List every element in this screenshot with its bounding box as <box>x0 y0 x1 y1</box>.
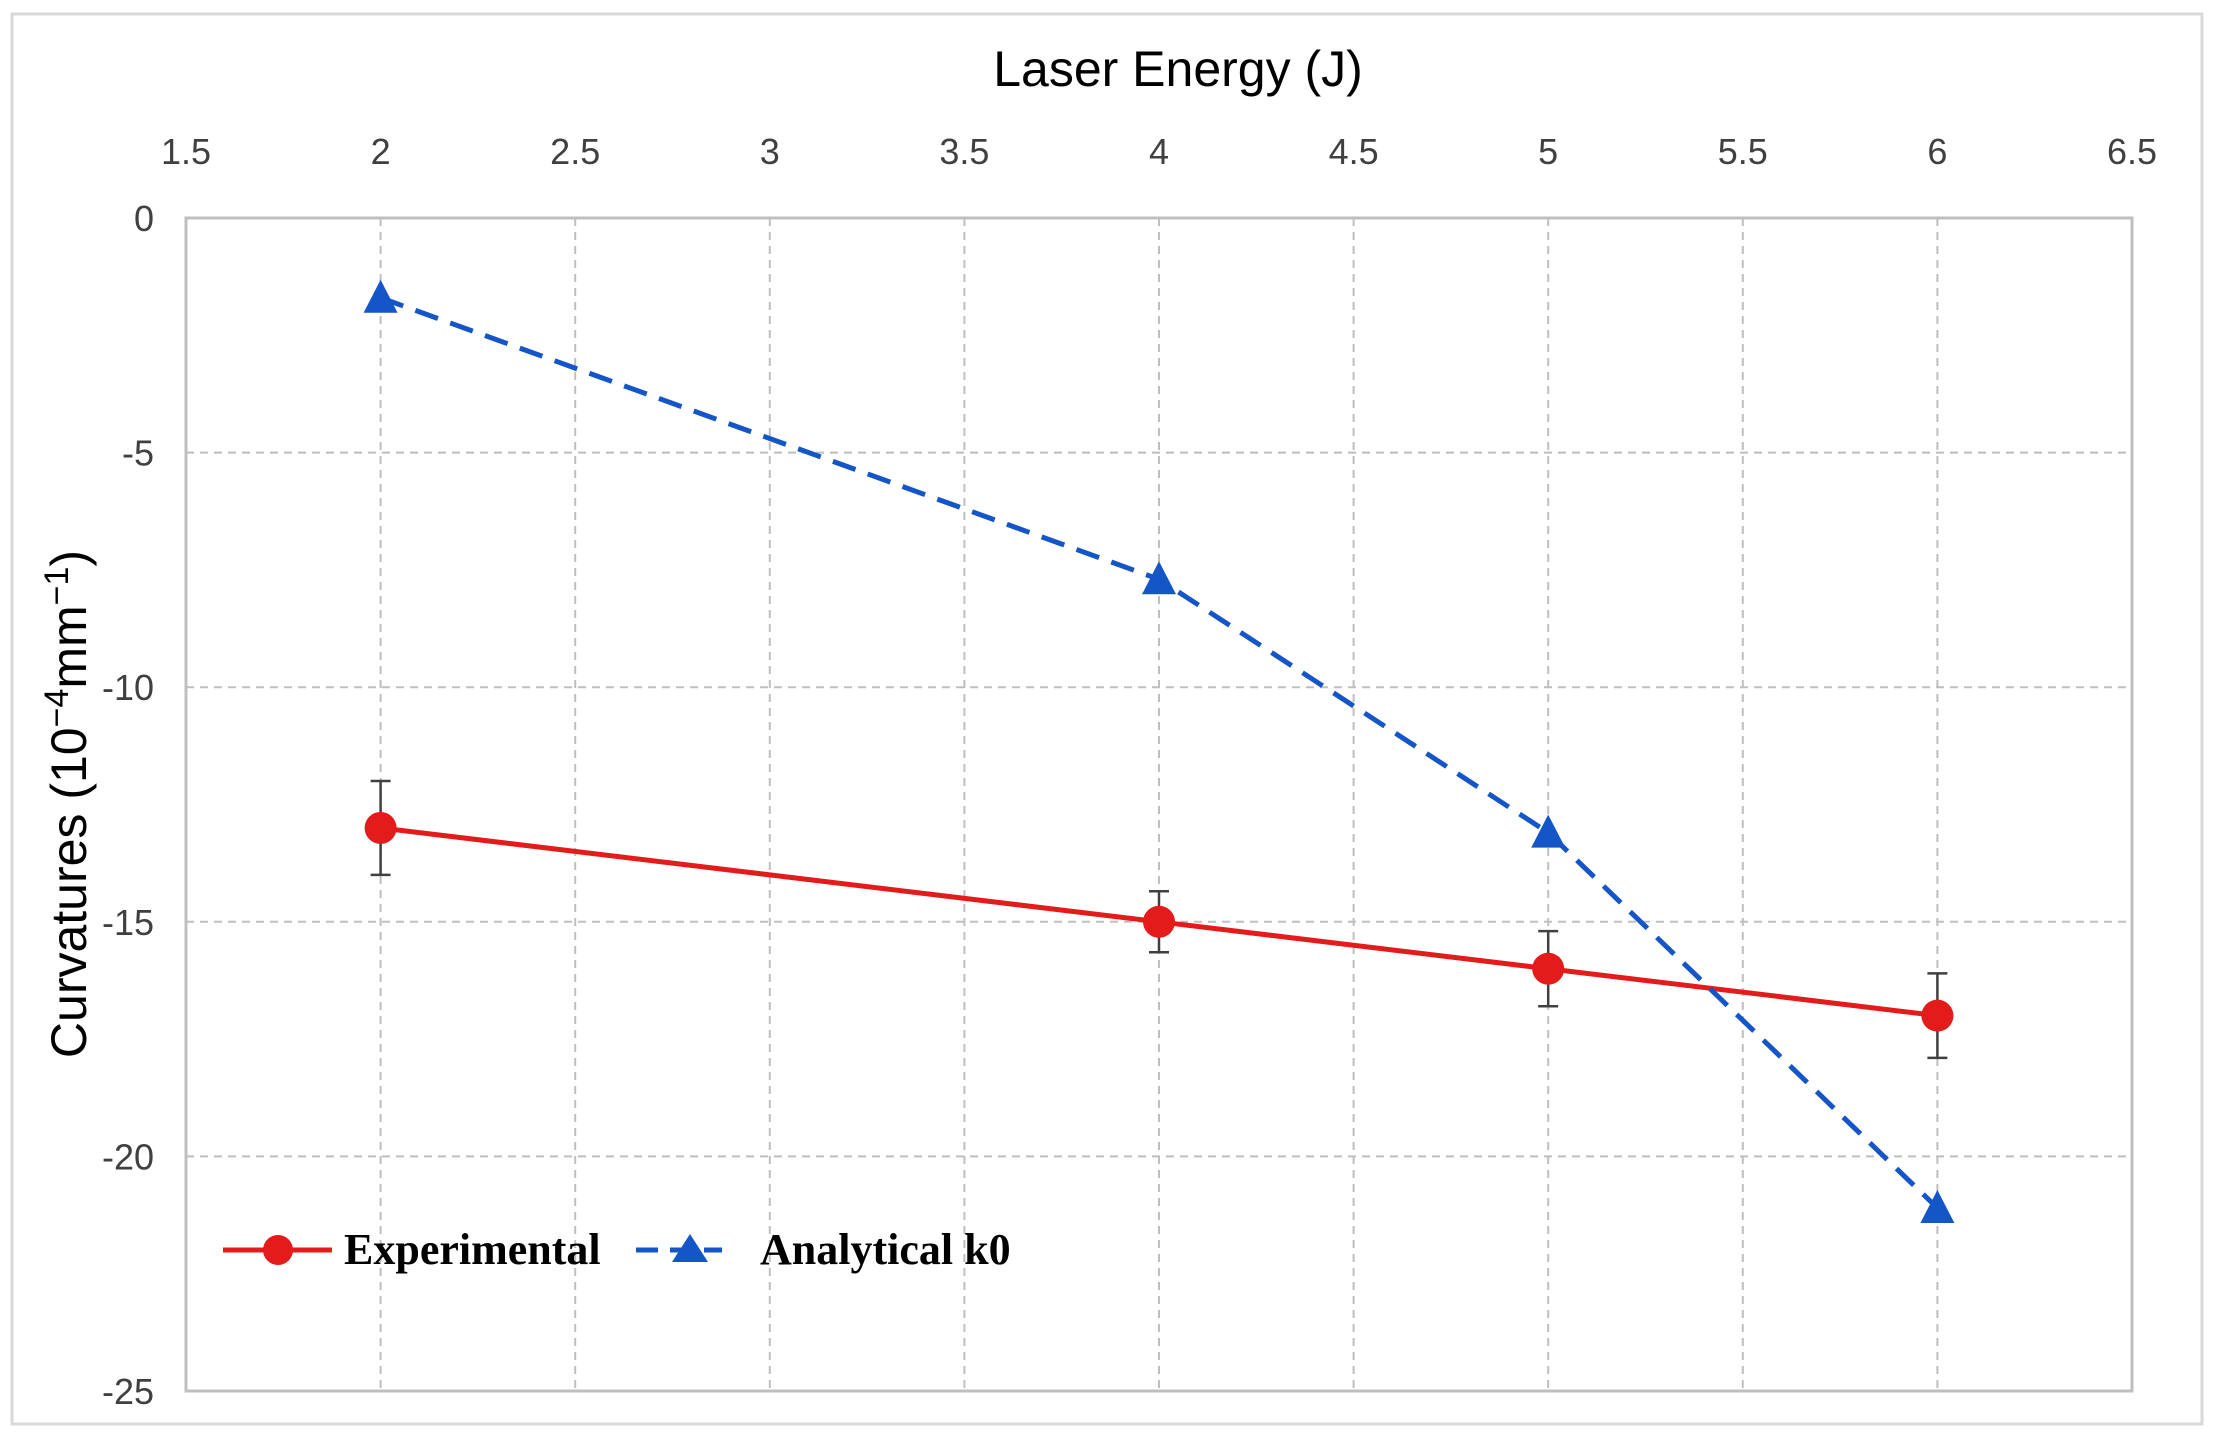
data-point-analytical-k0 <box>363 279 398 313</box>
x-tick-label: 6.5 <box>2107 131 2157 172</box>
series-line-experimental <box>380 825 1938 1019</box>
x-tick-label: 4.5 <box>1329 131 1379 172</box>
y-tick-label: -10 <box>102 667 154 708</box>
data-point-experimental <box>1143 905 1175 938</box>
data-point-experimental <box>1532 952 1565 985</box>
data-point-experimental <box>1921 999 1954 1032</box>
y-axis-title-unit-exponent: −1 <box>38 567 76 606</box>
y-tick-label: -20 <box>102 1136 154 1177</box>
x-tick-label: 5 <box>1538 131 1558 172</box>
legend-analytical-marker <box>672 1234 708 1262</box>
data-point-analytical-k0 <box>1920 1190 1955 1224</box>
x-axis-title: Laser Energy (J) <box>993 41 1363 97</box>
y-axis-title-close: ) <box>41 550 97 567</box>
x-tick-label: 3 <box>760 131 780 172</box>
plot-area <box>184 216 2134 1393</box>
y-tick-label: 0 <box>134 198 154 239</box>
data-point-analytical-k0 <box>1142 561 1176 595</box>
x-tick-label: 3.5 <box>939 131 989 172</box>
y-tick-label: -25 <box>102 1371 154 1412</box>
y-tick-label: -5 <box>122 433 154 474</box>
data-point-experimental <box>364 811 397 844</box>
legend-experimental-label: Experimental <box>344 1225 601 1274</box>
y-axis-title-unit: mm <box>41 605 97 688</box>
x-tick-label: 6 <box>1927 131 1947 172</box>
series-line-analytical-k0 <box>379 295 1940 1210</box>
x-tick-label: 2 <box>371 131 391 172</box>
data-point-analytical-k0 <box>1531 814 1566 848</box>
y-axis-title-main: Curvatures (10 <box>41 727 97 1058</box>
x-tick-label: 4 <box>1149 131 1169 172</box>
legend-analytical-label: Analytical k0 <box>760 1225 1011 1274</box>
x-tick-label: 5.5 <box>1718 131 1768 172</box>
x-tick-label: 2.5 <box>550 131 600 172</box>
x-tick-label: 1.5 <box>161 131 211 172</box>
legend: Experimental Analytical k0 <box>223 1225 1011 1274</box>
series-layer <box>363 279 1955 1224</box>
legend-experimental-marker <box>263 1235 293 1265</box>
y-axis-title-exponent: −4 <box>38 689 76 728</box>
y-tick-label: -15 <box>102 902 154 943</box>
y-axis-title: Curvatures (10−4mm−1) <box>38 550 97 1058</box>
tick-labels: 1.5 2 2.5 3 3.5 4 4.5 5 5.5 6 6.5 0 -5 -10 -15 -20 -25 <box>102 131 2157 1412</box>
